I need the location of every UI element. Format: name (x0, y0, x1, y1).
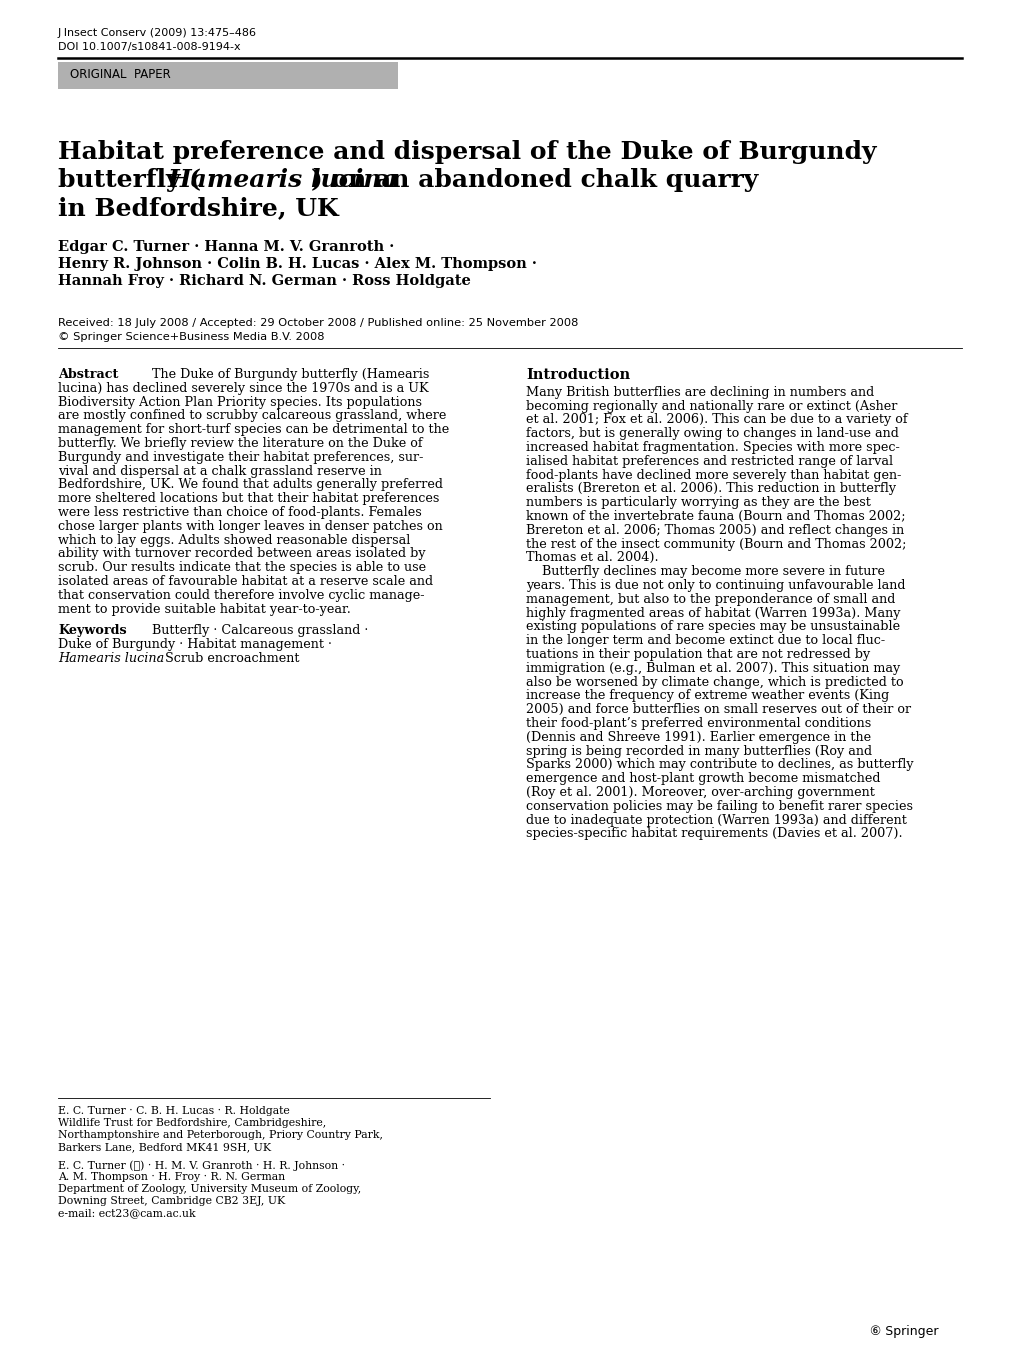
Text: numbers is particularly worrying as they are the best: numbers is particularly worrying as they… (526, 496, 870, 509)
Text: their food-plant’s preferred environmental conditions: their food-plant’s preferred environment… (526, 717, 870, 730)
Text: becoming regionally and nationally rare or extinct (Asher: becoming regionally and nationally rare … (526, 400, 897, 413)
Text: factors, but is generally owing to changes in land-use and: factors, but is generally owing to chang… (526, 427, 898, 440)
Text: Sparks 2000) which may contribute to declines, as butterfly: Sparks 2000) which may contribute to dec… (526, 759, 913, 771)
Text: · Scrub encroachment: · Scrub encroachment (153, 652, 300, 665)
Text: The Duke of Burgundy butterfly (Hamearis: The Duke of Burgundy butterfly (Hamearis (152, 369, 429, 381)
Text: Keywords: Keywords (58, 625, 126, 637)
Text: immigration (e.g., Bulman et al. 2007). This situation may: immigration (e.g., Bulman et al. 2007). … (526, 661, 900, 675)
Text: Many British butterflies are declining in numbers and: Many British butterflies are declining i… (526, 386, 873, 398)
Text: Butterfly declines may become more severe in future: Butterfly declines may become more sever… (526, 565, 884, 579)
Text: in Bedfordshire, UK: in Bedfordshire, UK (58, 196, 338, 220)
Text: isolated areas of favourable habitat at a reserve scale and: isolated areas of favourable habitat at … (58, 575, 433, 588)
Text: Department of Zoology, University Museum of Zoology,: Department of Zoology, University Museum… (58, 1184, 361, 1194)
Text: Hannah Froy · Richard N. German · Ross Holdgate: Hannah Froy · Richard N. German · Ross H… (58, 274, 471, 289)
Text: ment to provide suitable habitat year-to-year.: ment to provide suitable habitat year-to… (58, 603, 351, 615)
Text: Butterfly · Calcareous grassland ·: Butterfly · Calcareous grassland · (152, 625, 368, 637)
Text: Hamearis lucina: Hamearis lucina (58, 652, 164, 665)
Text: spring is being recorded in many butterflies (Roy and: spring is being recorded in many butterf… (526, 745, 871, 757)
Text: ) on an abandoned chalk quarry: ) on an abandoned chalk quarry (311, 168, 757, 192)
Text: E. C. Turner (✉) · H. M. V. Granroth · H. R. Johnson ·: E. C. Turner (✉) · H. M. V. Granroth · H… (58, 1160, 344, 1171)
Text: increased habitat fragmentation. Species with more spec-: increased habitat fragmentation. Species… (526, 440, 899, 454)
Text: butterfly. We briefly review the literature on the Duke of: butterfly. We briefly review the literat… (58, 438, 422, 450)
Text: highly fragmented areas of habitat (Warren 1993a). Many: highly fragmented areas of habitat (Warr… (526, 607, 900, 619)
Text: butterfly (: butterfly ( (58, 168, 201, 192)
Text: emergence and host-plant growth become mismatched: emergence and host-plant growth become m… (526, 772, 879, 785)
Text: management, but also to the preponderance of small and: management, but also to the preponderanc… (526, 592, 895, 606)
Text: Abstract: Abstract (58, 369, 118, 381)
Text: vival and dispersal at a chalk grassland reserve in: vival and dispersal at a chalk grassland… (58, 465, 381, 477)
Text: the rest of the insect community (Bourn and Thomas 2002;: the rest of the insect community (Bourn … (526, 538, 906, 550)
Text: due to inadequate protection (Warren 1993a) and different: due to inadequate protection (Warren 199… (526, 813, 906, 827)
Bar (58, 62, 397, 89)
Text: years. This is due not only to continuing unfavourable land: years. This is due not only to continuin… (526, 579, 905, 592)
Text: E. C. Turner · C. B. H. Lucas · R. Holdgate: E. C. Turner · C. B. H. Lucas · R. Holdg… (58, 1106, 289, 1117)
Text: Bedfordshire, UK. We found that adults generally preferred: Bedfordshire, UK. We found that adults g… (58, 478, 442, 492)
Text: Introduction: Introduction (526, 369, 630, 382)
Text: A. M. Thompson · H. Froy · R. N. German: A. M. Thompson · H. Froy · R. N. German (58, 1172, 285, 1182)
Text: more sheltered locations but that their habitat preferences: more sheltered locations but that their … (58, 492, 439, 505)
Text: Burgundy and investigate their habitat preferences, sur-: Burgundy and investigate their habitat p… (58, 451, 423, 463)
Text: DOI 10.1007/s10841-008-9194-x: DOI 10.1007/s10841-008-9194-x (58, 42, 240, 51)
Text: ialised habitat preferences and restricted range of larval: ialised habitat preferences and restrict… (526, 455, 893, 467)
Text: Hamearis lucina: Hamearis lucina (168, 168, 398, 192)
Text: Downing Street, Cambridge CB2 3EJ, UK: Downing Street, Cambridge CB2 3EJ, UK (58, 1196, 285, 1206)
Text: species-specific habitat requirements (Davies et al. 2007).: species-specific habitat requirements (D… (526, 828, 902, 840)
Text: known of the invertebrate fauna (Bourn and Thomas 2002;: known of the invertebrate fauna (Bourn a… (526, 509, 905, 523)
Text: lucina) has declined severely since the 1970s and is a UK: lucina) has declined severely since the … (58, 382, 428, 394)
Text: Wildlife Trust for Bedfordshire, Cambridgeshire,: Wildlife Trust for Bedfordshire, Cambrid… (58, 1118, 326, 1127)
Text: Thomas et al. 2004).: Thomas et al. 2004). (526, 551, 658, 565)
Text: © Springer Science+Business Media B.V. 2008: © Springer Science+Business Media B.V. 2… (58, 332, 324, 341)
Text: J Insect Conserv (2009) 13:475–486: J Insect Conserv (2009) 13:475–486 (58, 28, 257, 38)
Text: management for short-turf species can be detrimental to the: management for short-turf species can be… (58, 423, 448, 436)
Text: are mostly confined to scrubby calcareous grassland, where: are mostly confined to scrubby calcareou… (58, 409, 446, 423)
Text: (Dennis and Shreeve 1991). Earlier emergence in the: (Dennis and Shreeve 1991). Earlier emerg… (526, 730, 870, 744)
Text: eralists (Brereton et al. 2006). This reduction in butterfly: eralists (Brereton et al. 2006). This re… (526, 482, 896, 496)
Text: e-mail: ect23@cam.ac.uk: e-mail: ect23@cam.ac.uk (58, 1209, 196, 1218)
Text: Henry R. Johnson · Colin B. H. Lucas · Alex M. Thompson ·: Henry R. Johnson · Colin B. H. Lucas · A… (58, 257, 536, 271)
Text: scrub. Our results indicate that the species is able to use: scrub. Our results indicate that the spe… (58, 561, 426, 575)
Text: in the longer term and become extinct due to local fluc-: in the longer term and become extinct du… (526, 634, 884, 648)
Text: chose larger plants with longer leaves in denser patches on: chose larger plants with longer leaves i… (58, 520, 442, 533)
Text: Duke of Burgundy · Habitat management ·: Duke of Burgundy · Habitat management · (58, 638, 331, 652)
Text: Brereton et al. 2006; Thomas 2005) and reflect changes in: Brereton et al. 2006; Thomas 2005) and r… (526, 524, 904, 537)
Text: et al. 2001; Fox et al. 2006). This can be due to a variety of: et al. 2001; Fox et al. 2006). This can … (526, 413, 907, 427)
Text: tuations in their population that are not redressed by: tuations in their population that are no… (526, 648, 869, 661)
Text: ability with turnover recorded between areas isolated by: ability with turnover recorded between a… (58, 547, 425, 561)
Text: existing populations of rare species may be unsustainable: existing populations of rare species may… (526, 621, 899, 633)
Text: that conservation could therefore involve cyclic manage-: that conservation could therefore involv… (58, 589, 424, 602)
Text: Edgar C. Turner · Hanna M. V. Granroth ·: Edgar C. Turner · Hanna M. V. Granroth · (58, 240, 394, 253)
Text: 2005) and force butterflies on small reserves out of their or: 2005) and force butterflies on small res… (526, 703, 910, 717)
Text: Received: 18 July 2008 / Accepted: 29 October 2008 / Published online: 25 Novemb: Received: 18 July 2008 / Accepted: 29 Oc… (58, 318, 578, 328)
Text: Habitat preference and dispersal of the Duke of Burgundy: Habitat preference and dispersal of the … (58, 140, 875, 164)
Text: Biodiversity Action Plan Priority species. Its populations: Biodiversity Action Plan Priority specie… (58, 396, 422, 409)
Text: were less restrictive than choice of food-plants. Females: were less restrictive than choice of foo… (58, 505, 421, 519)
Text: conservation policies may be failing to benefit rarer species: conservation policies may be failing to … (526, 799, 912, 813)
Text: Barkers Lane, Bedford MK41 9SH, UK: Barkers Lane, Bedford MK41 9SH, UK (58, 1142, 271, 1152)
Text: (Roy et al. 2001). Moreover, over-arching government: (Roy et al. 2001). Moreover, over-archin… (526, 786, 874, 799)
Text: Northamptonshire and Peterborough, Priory Country Park,: Northamptonshire and Peterborough, Prior… (58, 1130, 382, 1140)
Text: ORIGINAL  PAPER: ORIGINAL PAPER (70, 68, 170, 81)
Text: ⑥ Springer: ⑥ Springer (869, 1325, 937, 1337)
Text: food-plants have declined more severely than habitat gen-: food-plants have declined more severely … (526, 469, 901, 481)
Text: which to lay eggs. Adults showed reasonable dispersal: which to lay eggs. Adults showed reasona… (58, 534, 410, 546)
Text: also be worsened by climate change, which is predicted to: also be worsened by climate change, whic… (526, 676, 903, 688)
Text: increase the frequency of extreme weather events (King: increase the frequency of extreme weathe… (526, 690, 889, 702)
